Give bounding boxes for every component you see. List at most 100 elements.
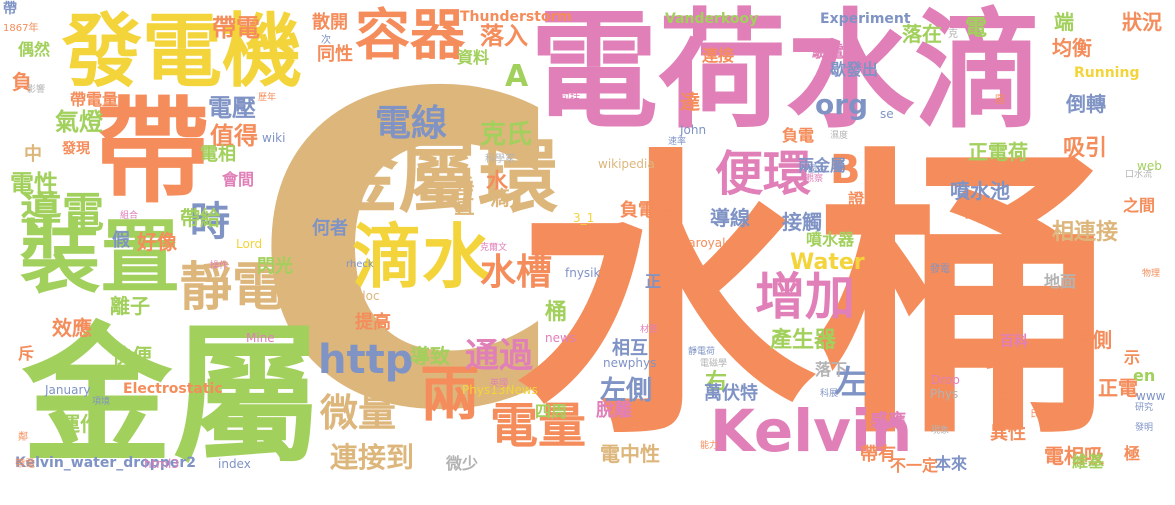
word-cloud: C 水桶 電荷水滴 金屬帶發電機 裝置 金屬環 滴水 容器 Kelvin 兩靜電 增加 便環 http 微… — [3, 2, 1166, 505]
cloud-word: 研究 — [1135, 403, 1154, 413]
cloud-word: 落下 — [815, 360, 848, 379]
cloud-word: 噴水池 — [950, 179, 1010, 203]
cloud-word: 證明 — [848, 190, 881, 209]
cloud-word: 材質 — [640, 325, 659, 335]
cloud-word: www — [1136, 389, 1166, 403]
cloud-word: 帶電 — [15, 459, 35, 470]
cloud-word: 脫離 — [596, 400, 632, 421]
cloud-word: John — [680, 123, 707, 137]
cloud-word: 均衡 — [1052, 36, 1092, 60]
cloud-word: Running — [1074, 65, 1140, 81]
cloud-word: 發現 — [62, 141, 90, 157]
cloud-word: 時 — [190, 199, 230, 245]
cloud-word: 電磁學 — [700, 359, 728, 369]
cloud-word: 電中性 — [600, 442, 660, 466]
cloud-word: 負 — [12, 70, 32, 94]
cloud-word: 科學家 — [485, 154, 515, 165]
cloud-word: Kelvin — [710, 397, 913, 465]
cloud-word: 正電 — [1098, 376, 1138, 400]
cloud-word: 倒轉 — [1066, 92, 1106, 116]
cloud-word: C — [250, 5, 566, 505]
cloud-word: 水槽 — [480, 252, 553, 293]
cloud-word: 次 — [321, 35, 331, 46]
cloud-word: Phys13News — [462, 383, 538, 397]
cloud-word: 右側 — [1072, 328, 1112, 352]
cloud-word: 之間 — [1123, 196, 1156, 215]
cloud-word: 帶 — [95, 85, 211, 219]
cloud-word: 相互 — [612, 338, 648, 359]
cloud-word: 帶電量 — [70, 90, 119, 109]
cloud-word: 組 — [965, 198, 988, 223]
cloud-word: 效應 — [52, 316, 92, 340]
cloud-word: 電相吸 — [1044, 444, 1104, 468]
cloud-word: 1867年 — [3, 23, 39, 34]
cloud-word: Mine — [246, 331, 275, 345]
cloud-word: 滴水 — [352, 216, 492, 298]
cloud-word: 速率 — [668, 137, 687, 147]
cloud-word: wikipedia — [598, 157, 655, 171]
cloud-word: http — [318, 337, 414, 383]
cloud-word: wiki — [262, 131, 286, 145]
cloud-word: 增加 — [755, 268, 855, 326]
cloud-word: 帶給 — [180, 206, 220, 230]
cloud-word: 電線 — [375, 103, 448, 144]
cloud-word: 容器 — [355, 3, 466, 67]
cloud-word: 萬伏特 — [704, 383, 758, 404]
cloud-word: 歷年 — [258, 93, 277, 103]
cloud-word: 資料 — [457, 48, 490, 67]
cloud-word: 鄰 — [18, 432, 28, 443]
cloud-word: 3_1 — [573, 211, 595, 225]
cloud-word: 發電機 — [62, 5, 302, 98]
cloud-word: 導電 — [20, 188, 105, 237]
cloud-word: 發電 — [930, 264, 950, 275]
cloud-word: 包括 — [560, 93, 580, 104]
cloud-word: 設 — [998, 379, 1018, 403]
cloud-word: 連接 — [702, 46, 735, 65]
cloud-word: 左 — [835, 363, 868, 401]
cloud-word: index — [218, 457, 251, 471]
cloud-word: 口水流 — [1125, 170, 1153, 180]
cloud-word: 導致 — [410, 344, 450, 368]
cloud-word: fnysik — [565, 266, 601, 280]
cloud-word: 帶有 — [860, 444, 896, 465]
cloud-word: A — [505, 59, 529, 94]
cloud-word: 電性 — [10, 170, 58, 198]
cloud-word: 快便 — [112, 344, 152, 368]
cloud-word: 兩金屬 — [798, 156, 847, 175]
cloud-word: 好像 — [137, 230, 177, 254]
cloud-word: 發明 — [1135, 423, 1154, 433]
cloud-word: 英國 — [490, 379, 509, 389]
cloud-word: 垂直 — [451, 176, 475, 216]
cloud-word: 中 — [24, 144, 42, 165]
cloud-word: 國內 — [808, 165, 827, 175]
cloud-word: Experiment — [820, 11, 911, 27]
cloud-word: 歇發出 — [830, 60, 879, 79]
cloud-word: 靜電 — [180, 258, 285, 318]
cloud-word: 極 — [1124, 444, 1141, 463]
cloud-word: 參考 — [984, 352, 1017, 371]
cloud-word: 滴 — [490, 186, 510, 210]
cloud-word: 假 — [112, 230, 130, 251]
cloud-word: 會間 — [222, 170, 255, 189]
cloud-word: 異性 — [990, 423, 1026, 444]
cloud-word: 導線 — [710, 206, 750, 230]
cloud-word: 能力 — [700, 441, 719, 451]
cloud-word: 電 — [965, 16, 988, 41]
cloud-word: 吸引 — [1063, 136, 1108, 161]
cloud-word: org — [815, 88, 869, 121]
cloud-word: 微量 — [320, 391, 397, 435]
cloud-word: 接觸 — [782, 210, 822, 234]
cloud-word: doc — [358, 289, 380, 303]
cloud-word: newphys — [603, 356, 657, 370]
cloud-word: 物理 — [1142, 269, 1161, 279]
cloud-word: 本來 — [935, 454, 968, 473]
cloud-word: 科展 — [820, 389, 839, 399]
cloud-word: en — [1133, 366, 1156, 385]
cloud-word: 同性 — [317, 44, 353, 65]
cloud-word: 百科 — [1000, 334, 1028, 350]
cloud-word: 克爾文 — [480, 243, 508, 253]
cloud-word: 實驗 — [867, 161, 886, 171]
cloud-word: 值得 — [210, 122, 258, 150]
cloud-word: 兩 — [420, 360, 480, 430]
cloud-word: 水桶 — [515, 125, 1115, 474]
